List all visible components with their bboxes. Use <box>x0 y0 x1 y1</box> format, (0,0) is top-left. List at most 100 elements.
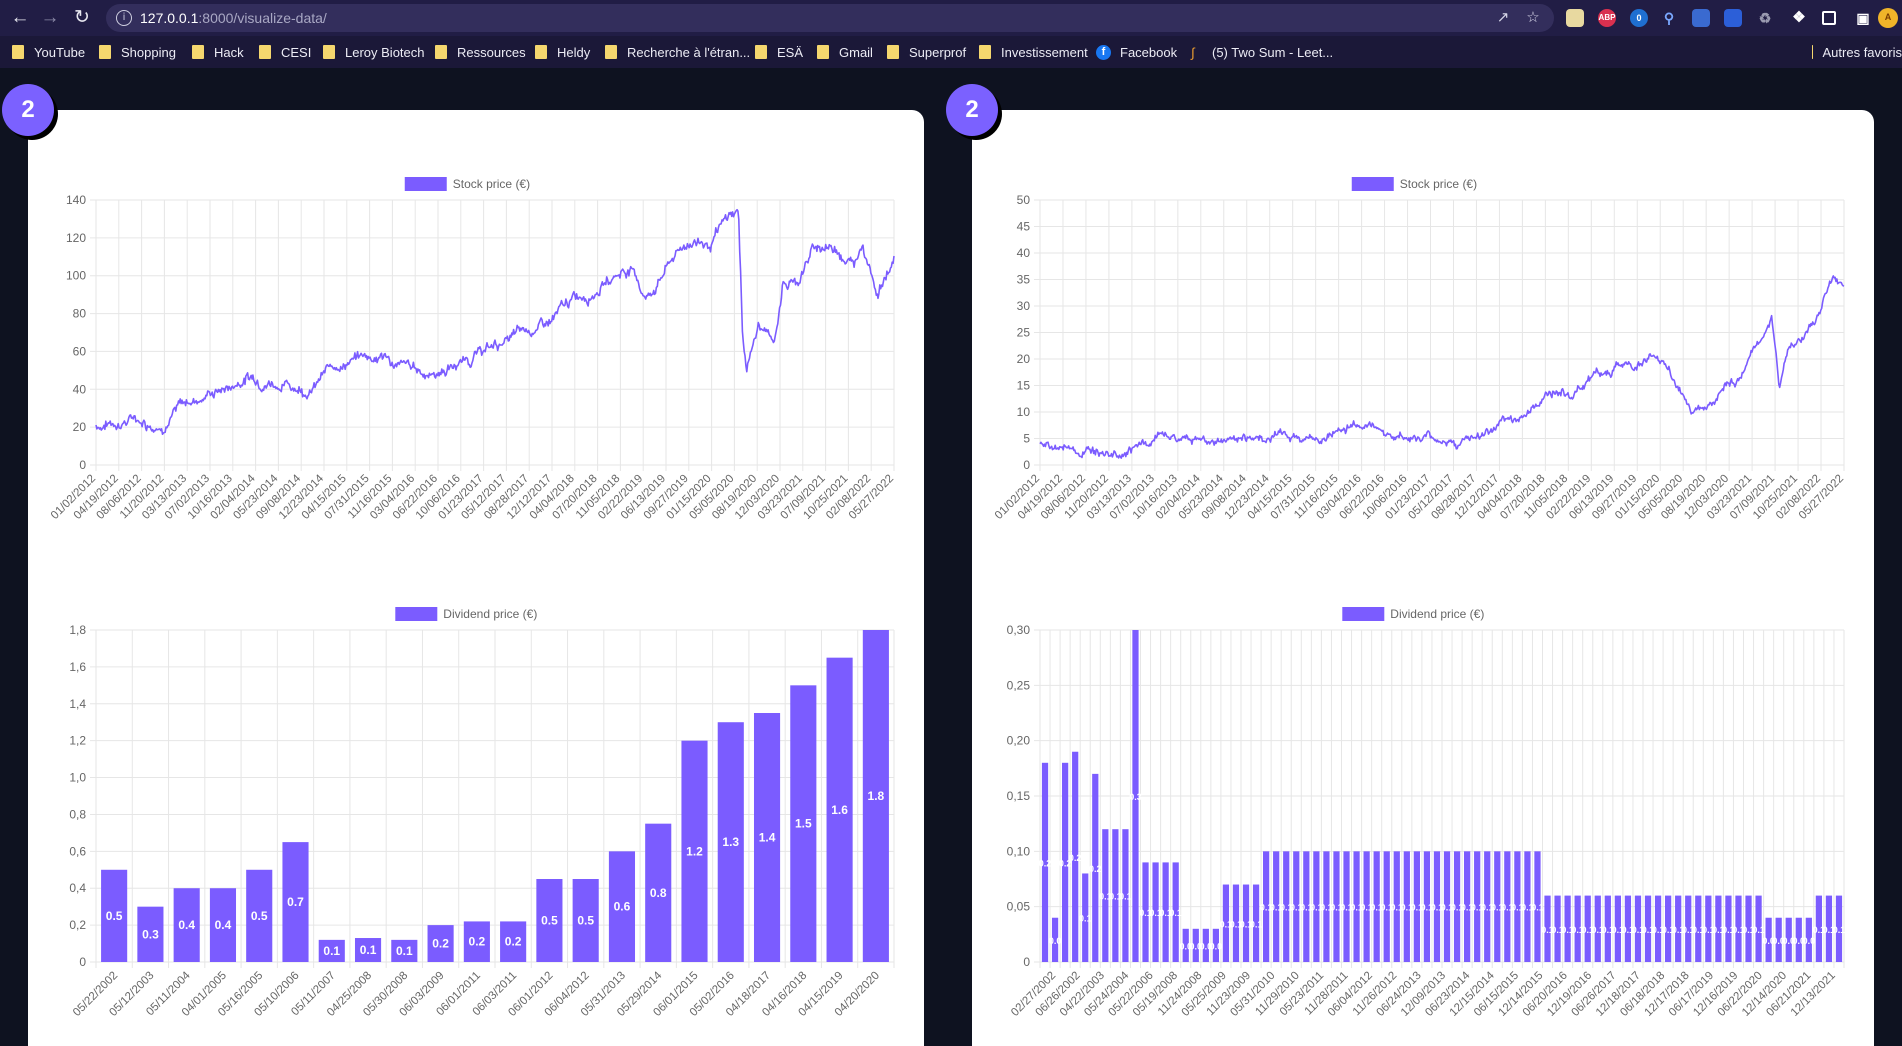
bar-data-label: 0.1 <box>1823 925 1836 935</box>
dividend-bar <box>1765 917 1772 962</box>
dividend-bar <box>1705 895 1712 962</box>
y-tick-label: 0 <box>1023 955 1030 969</box>
dividend-bar <box>1252 884 1260 962</box>
bar-data-label: 0.0 <box>1782 936 1795 946</box>
dividend-bar <box>1041 762 1049 962</box>
bookmark-ressources[interactable]: Ressources <box>435 43 526 61</box>
bar-data-label: 0.1 <box>1079 914 1092 924</box>
back-arrow-icon[interactable]: ← <box>10 7 30 28</box>
dividend-bar <box>1343 851 1350 962</box>
bar-data-label: 0.2 <box>505 935 522 949</box>
stock-price-line <box>95 208 895 436</box>
y-tick-label: 100 <box>66 269 86 283</box>
note-extension-icon[interactable] <box>1566 9 1584 27</box>
bookmark-star-icon[interactable]: ☆ <box>1526 9 1540 26</box>
bar-data-label: 0.1 <box>1672 925 1685 935</box>
folder-icon <box>323 45 335 59</box>
right-panel: Stock price (€) 0 5 10 15 20 25 30 35 40 45 50 01/02… <box>972 110 1874 1046</box>
bar-data-label: 0.1 <box>1571 925 1584 935</box>
y-tick-label: 1,4 <box>69 697 86 711</box>
url-host: 127.0.0.1 <box>140 10 199 26</box>
bar-data-label: 0.7 <box>287 895 304 909</box>
bar-data-label: 0.8 <box>650 886 667 900</box>
site-info-icon[interactable]: i <box>116 10 132 26</box>
bar-data-label: 0.0 <box>1200 941 1213 951</box>
dividend-bar <box>463 921 490 962</box>
folder-icon <box>605 45 617 59</box>
bookmark-shopping[interactable]: Shopping <box>99 43 176 61</box>
reload-icon[interactable]: ↻ <box>74 7 90 28</box>
folder-icon <box>435 45 447 59</box>
bookmark-esa[interactable]: ESÄ <box>755 43 803 61</box>
dividend-bar <box>1554 895 1561 962</box>
bookmark-label: Facebook <box>1120 44 1178 60</box>
bookmark-gmail[interactable]: Gmail <box>817 43 873 61</box>
bookmark-superprof[interactable]: Superprof <box>887 43 966 61</box>
bar-data-label: 0.1 <box>1391 903 1404 913</box>
bar-data-label: 0.0 <box>1210 941 1223 951</box>
dividend-bar <box>209 888 237 962</box>
address-bar[interactable]: i 127.0.0.1:8000/visualize-data/ ↗ ☆ <box>106 4 1554 32</box>
recycle-icon[interactable]: ♻ <box>1758 10 1772 26</box>
side-panel-icon[interactable] <box>1822 11 1836 25</box>
dividend-bar <box>1624 895 1632 962</box>
avatar[interactable]: A <box>1878 8 1898 28</box>
bar-data-label: 0.0 <box>1803 936 1816 946</box>
window-icon[interactable]: ▣ <box>1856 10 1870 26</box>
bookmark-facebook[interactable]: f Facebook <box>1096 43 1177 61</box>
bar-data-label: 0.1 <box>1451 903 1464 913</box>
dividend-bar <box>1283 851 1290 962</box>
bar-data-label: 1.5 <box>795 817 812 831</box>
bookmark-label: Shopping <box>121 44 176 60</box>
dividend-bar <box>1212 928 1219 962</box>
bookmark-youtube[interactable]: YouTube <box>12 43 85 61</box>
bar-data-label: 0.1 <box>1632 925 1645 935</box>
abp-icon[interactable]: ABP <box>1598 9 1616 27</box>
dividend-bar <box>1665 895 1672 962</box>
folder-icon <box>192 45 204 59</box>
dividend-bar <box>1464 851 1471 962</box>
dividend-bar <box>1584 895 1591 962</box>
forward-arrow-icon[interactable]: → <box>40 7 60 28</box>
bar-data-label: 0.1 <box>396 944 413 958</box>
dividend-bar <box>681 740 708 962</box>
bar-data-label: 0.1 <box>1662 925 1675 935</box>
bookmark-investissement[interactable]: Investissement <box>979 43 1088 61</box>
bookmark-leetcode[interactable]: ∫ (5) Two Sum - Leet... <box>1191 43 1333 61</box>
dividend-bar <box>1162 862 1169 962</box>
folder-icon <box>1812 45 1813 59</box>
bookmark-hack[interactable]: Hack <box>192 43 244 61</box>
bookmark-cesi[interactable]: CESI <box>259 43 311 61</box>
y-tick-label: 35 <box>1017 273 1031 287</box>
dividend-bar <box>1423 851 1431 962</box>
bookmark-recherche[interactable]: Recherche à l'étran... <box>605 43 750 61</box>
y-tick-label: 40 <box>1017 246 1031 260</box>
extensions-puzzle-icon[interactable]: ❖ <box>1792 9 1806 26</box>
legend-swatch <box>1351 177 1394 191</box>
dividend-bar <box>1564 895 1571 962</box>
bar-data-label: 0.1 <box>1260 903 1273 913</box>
dividend-bar <box>173 888 200 962</box>
bookmark-label: Leroy Biotech <box>345 44 425 60</box>
bookmark-label: Superprof <box>909 44 967 60</box>
bar-data-label: 0.1 <box>1742 925 1755 935</box>
dividend-bar <box>1202 928 1209 962</box>
bookmark-leroy-biotech[interactable]: Leroy Biotech <box>323 43 425 61</box>
bar-data-label: 0.1 <box>1250 919 1263 929</box>
bar-data-label: 0.1 <box>1380 903 1393 913</box>
bar-data-label: 1.8 <box>868 789 885 803</box>
dividend-bar <box>1544 895 1551 962</box>
bar-data-label: 0.1 <box>1642 925 1655 935</box>
share-icon[interactable]: ↗ <box>1496 9 1510 26</box>
bookmark-other-favorites[interactable]: Autres favoris <box>1812 43 1902 61</box>
bar-data-label: 0.1 <box>1581 925 1594 935</box>
legend-swatch <box>1342 607 1385 621</box>
browser-chrome: ← → ↻ i 127.0.0.1:8000/visualize-data/ ↗… <box>0 0 1902 68</box>
dividend-bar <box>1815 895 1822 962</box>
bookmark-heldy[interactable]: Heldy <box>535 43 590 61</box>
translate-extension-icon[interactable] <box>1724 9 1742 27</box>
search-extension-icon[interactable]: ⚲ <box>1663 10 1675 26</box>
url-text[interactable]: 127.0.0.1:8000/visualize-data/ <box>140 10 327 26</box>
puzzle-blue-icon[interactable] <box>1692 9 1710 27</box>
badge-counter-icon[interactable]: 0 <box>1630 9 1648 27</box>
